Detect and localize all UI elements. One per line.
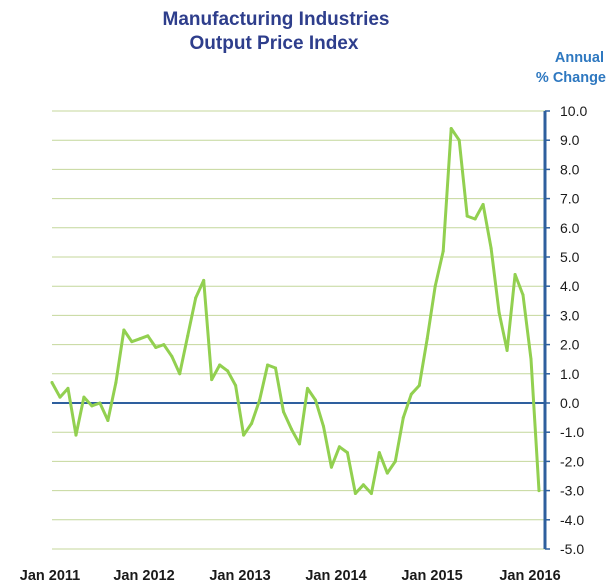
y-axis-label-line-2: % Change bbox=[536, 70, 606, 86]
data-point bbox=[465, 214, 469, 218]
data-point bbox=[114, 381, 118, 385]
x-tick-label: Jan 2012 bbox=[113, 568, 174, 584]
x-tick-label: Jan 2011 bbox=[20, 568, 80, 584]
y-tick-label: -5.0 bbox=[560, 541, 584, 557]
data-point bbox=[242, 433, 246, 437]
data-point bbox=[202, 278, 206, 282]
data-point bbox=[90, 404, 94, 408]
y-tick-label: 8.0 bbox=[560, 161, 580, 177]
data-point bbox=[321, 424, 325, 428]
data-point bbox=[82, 395, 86, 399]
data-point bbox=[146, 334, 150, 338]
data-point bbox=[178, 372, 182, 376]
data-point bbox=[329, 465, 333, 469]
x-tick-label: Jan 2015 bbox=[401, 568, 462, 584]
data-point bbox=[154, 346, 158, 350]
data-point bbox=[409, 392, 413, 396]
data-point bbox=[513, 273, 517, 277]
series-line bbox=[50, 127, 541, 495]
data-point bbox=[250, 421, 254, 425]
data-point bbox=[258, 398, 262, 402]
data-point bbox=[537, 489, 541, 493]
data-point bbox=[393, 459, 397, 463]
data-point bbox=[218, 363, 222, 367]
gridlines bbox=[52, 110, 550, 550]
x-tick-label: Jan 2014 bbox=[305, 568, 366, 584]
data-point bbox=[521, 293, 525, 297]
data-point bbox=[226, 369, 230, 373]
data-point bbox=[489, 246, 493, 250]
data-point bbox=[337, 445, 341, 449]
y-tick-label: 9.0 bbox=[560, 132, 580, 148]
y-tick-label: 1.0 bbox=[560, 366, 580, 382]
data-point bbox=[449, 127, 453, 131]
y-tick-label: 4.0 bbox=[560, 278, 580, 294]
data-point bbox=[417, 383, 421, 387]
series-group bbox=[50, 127, 541, 496]
data-point bbox=[170, 354, 174, 358]
data-point bbox=[385, 471, 389, 475]
data-point bbox=[345, 451, 349, 455]
data-point bbox=[441, 249, 445, 253]
data-point bbox=[266, 363, 270, 367]
data-point bbox=[98, 401, 102, 405]
data-point bbox=[162, 343, 166, 347]
data-point bbox=[298, 442, 301, 446]
data-point bbox=[130, 340, 134, 344]
data-point bbox=[186, 334, 190, 338]
data-point bbox=[377, 451, 381, 455]
x-tick-label: Jan 2013 bbox=[209, 568, 270, 584]
chart-title-line-1: Manufacturing Industries bbox=[163, 9, 390, 30]
data-point bbox=[282, 410, 286, 414]
x-tick-label: Jan 2016 bbox=[499, 568, 560, 584]
data-point bbox=[50, 381, 54, 385]
y-axis-label: Annual % Change bbox=[536, 50, 606, 86]
y-tick-label: 0.0 bbox=[560, 395, 580, 411]
data-point bbox=[138, 337, 142, 341]
data-point bbox=[401, 416, 405, 420]
data-point bbox=[313, 398, 317, 402]
y-tick-label: 5.0 bbox=[560, 249, 580, 265]
data-point bbox=[369, 492, 373, 496]
y-tick-label: 10.0 bbox=[560, 103, 587, 119]
chart-title: Manufacturing Industries Output Price In… bbox=[163, 9, 390, 54]
y-tick-labels: 10.0 9.0 8.0 7.0 6.0 5.0 4.0 3.0 2.0 1.0 0.0 -1.0 -2… bbox=[560, 103, 587, 557]
data-point bbox=[234, 383, 238, 387]
data-point bbox=[529, 357, 533, 361]
data-point bbox=[290, 427, 294, 431]
y-tick-label: 2.0 bbox=[560, 337, 580, 353]
data-point bbox=[210, 378, 214, 382]
data-point bbox=[497, 310, 501, 314]
y-axis-label-line-1: Annual bbox=[555, 50, 604, 66]
data-point bbox=[457, 138, 461, 142]
data-point bbox=[473, 217, 477, 221]
data-point bbox=[425, 337, 429, 341]
data-point bbox=[58, 395, 62, 399]
data-point bbox=[353, 492, 357, 496]
data-point bbox=[74, 433, 78, 437]
data-point bbox=[361, 483, 365, 487]
data-point bbox=[194, 296, 198, 300]
data-point bbox=[122, 328, 126, 332]
y-tick-label: 7.0 bbox=[560, 191, 580, 207]
data-point bbox=[274, 366, 278, 370]
y-tick-label: -4.0 bbox=[560, 512, 584, 528]
data-point bbox=[66, 386, 70, 390]
y-tick-label: -1.0 bbox=[560, 424, 584, 440]
y-tick-label: -2.0 bbox=[560, 453, 584, 469]
x-tick-labels: Jan 2011 Jan 2012 Jan 2013 Jan 2014 Jan 2015… bbox=[20, 568, 561, 584]
data-point bbox=[433, 284, 437, 288]
data-point bbox=[305, 386, 309, 390]
data-point bbox=[505, 348, 509, 352]
y-tick-label: 6.0 bbox=[560, 220, 580, 236]
chart-title-line-2: Output Price Index bbox=[190, 33, 359, 54]
y-tick-label: 3.0 bbox=[560, 307, 580, 323]
data-point bbox=[106, 419, 110, 423]
data-point bbox=[481, 202, 485, 206]
y-tick-label: -3.0 bbox=[560, 483, 584, 499]
